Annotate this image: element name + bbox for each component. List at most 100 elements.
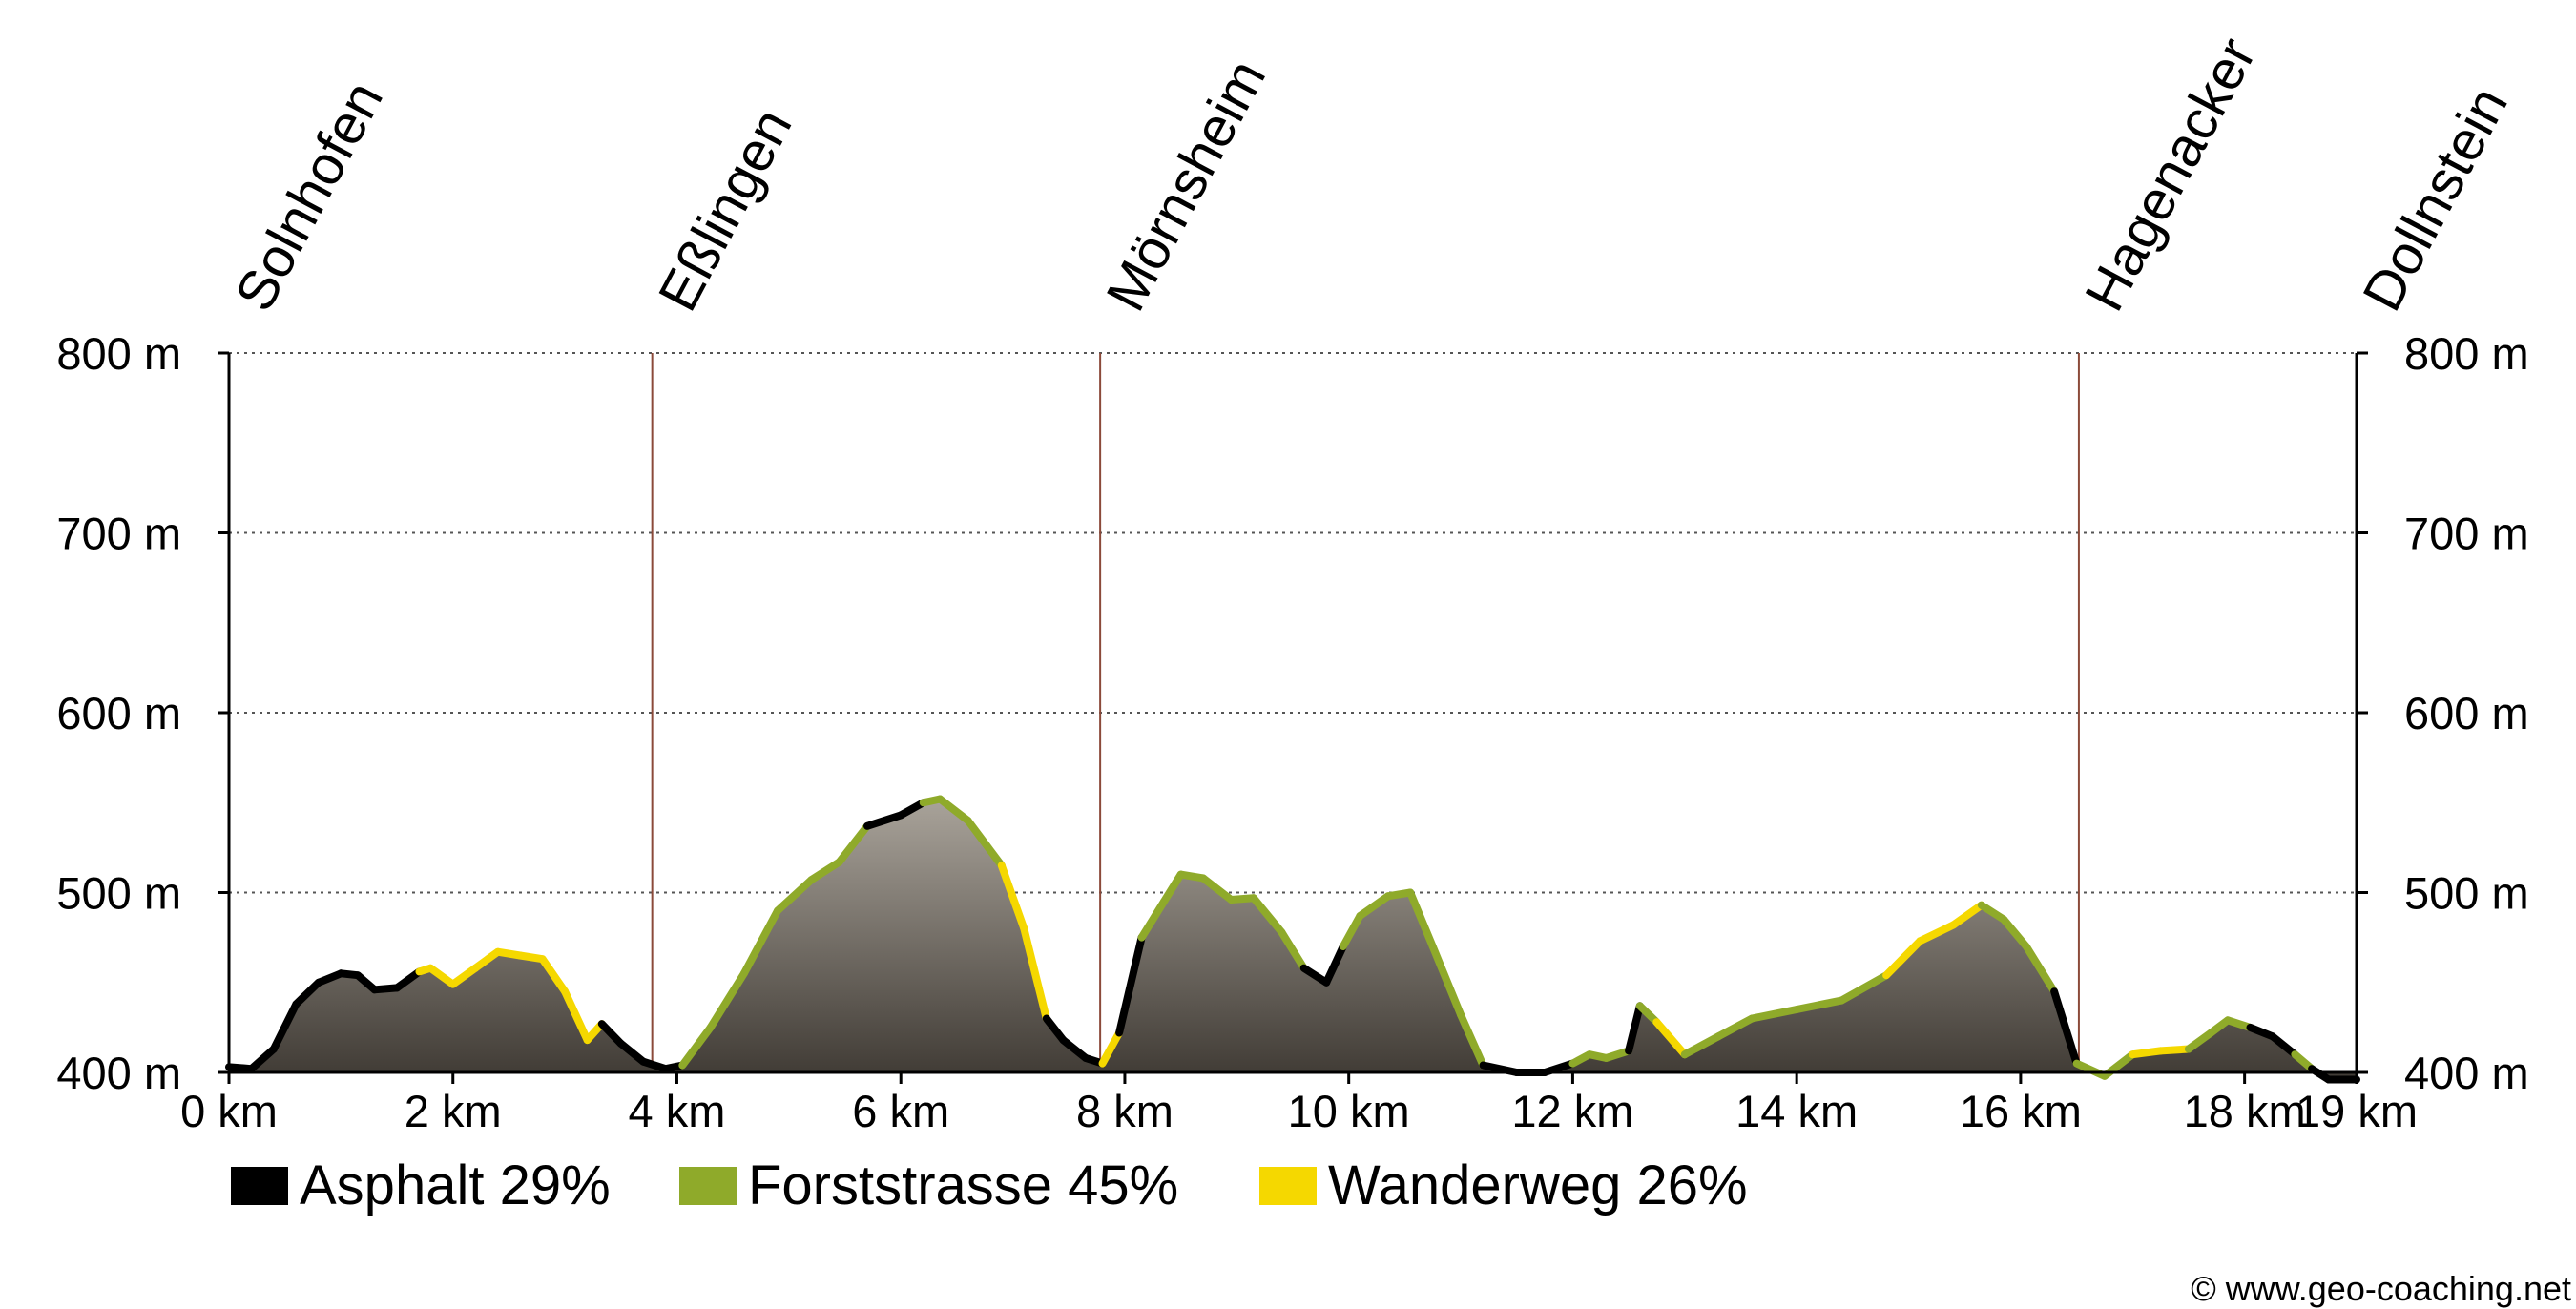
legend-swatch-asphalt — [231, 1167, 288, 1205]
profile-segment-76 — [2072, 1059, 2109, 1080]
profile-segment-48 — [1322, 943, 1347, 987]
x-tick-label-9: 18 km — [2184, 1086, 2306, 1136]
profile-segment-82 — [2224, 1016, 2254, 1031]
profile-segment-8 — [393, 967, 424, 992]
profile-segment-36 — [1059, 1036, 1090, 1062]
y-tick-label-left-0: 400 m — [56, 1048, 181, 1098]
x-tick-label-0: 0 km — [180, 1086, 278, 1136]
y-tick-label-right-0: 400 m — [2404, 1048, 2529, 1098]
profile-segment-33 — [997, 862, 1028, 933]
y-tick-label-right-2: 600 m — [2404, 688, 2529, 738]
x-tick-label-2: 4 km — [629, 1086, 726, 1136]
profile-segment-78 — [2129, 1047, 2165, 1059]
profile-segment-79 — [2156, 1045, 2192, 1055]
profile-segment-40 — [1137, 897, 1168, 942]
profile-segment-57 — [1541, 1059, 1577, 1076]
y-tick-label-right-4: 800 m — [2404, 328, 2529, 379]
profile-segment-43 — [1199, 874, 1236, 904]
profile-segment-18 — [597, 1020, 625, 1048]
profile-segment-73 — [2000, 915, 2030, 950]
profile-segment-26 — [807, 858, 843, 884]
profile-segment-66 — [1748, 1006, 1801, 1023]
profile-segment-23 — [706, 969, 748, 1031]
profile-segment-11 — [448, 964, 480, 988]
profile-segment-80 — [2184, 1028, 2215, 1053]
profile-segment-84 — [2269, 1032, 2299, 1059]
place-label-2: Mörnsheim — [1094, 50, 1278, 321]
x-tick-label-5: 10 km — [1288, 1086, 1410, 1136]
profile-segment-75 — [2050, 987, 2081, 1068]
profile-segment-64 — [1680, 1032, 1722, 1059]
profile-segment-24 — [739, 906, 782, 978]
place-label-4: Dollnstein — [2351, 77, 2520, 321]
profile-segment-1 — [247, 1045, 278, 1073]
profile-segment-34 — [1020, 925, 1050, 1023]
place-label-0: Solnhofen — [223, 72, 395, 321]
profile-segment-72 — [1977, 901, 2008, 924]
profile-segment-31 — [936, 795, 972, 825]
profile-segment-4 — [314, 969, 345, 987]
x-tick-label-10: 19 km — [2296, 1086, 2418, 1136]
y-tick-label-left-1: 500 m — [56, 868, 181, 919]
profile-segment-61 — [1625, 1002, 1644, 1055]
profile-segment-54 — [1457, 1010, 1487, 1070]
profile-segment-70 — [1916, 921, 1958, 945]
profile-segment-83 — [2246, 1023, 2276, 1041]
x-tick-label-4: 8 km — [1076, 1086, 1174, 1136]
profile-segment-41 — [1160, 870, 1185, 905]
profile-segment-12 — [471, 947, 502, 972]
elevation-area — [229, 799, 2357, 1080]
copyright-notice: © www.geo-coaching.net — [2191, 1269, 2571, 1308]
legend-swatch-wanderweg — [1259, 1167, 1317, 1205]
profile-segment-3 — [292, 978, 322, 1008]
profile-segment-60 — [1602, 1047, 1633, 1062]
profile-segment-50 — [1356, 892, 1392, 920]
profile-segment-47 — [1299, 964, 1331, 987]
y-tick-label-left-4: 800 m — [56, 328, 181, 379]
profile-segment-10 — [426, 964, 457, 988]
profile-segment-74 — [2022, 943, 2059, 996]
x-tick-label-3: 6 km — [852, 1086, 949, 1136]
profile-segment-53 — [1428, 943, 1465, 1019]
profile-segment-49 — [1339, 912, 1364, 950]
axis-layer — [218, 351, 2368, 1084]
x-tick-label-7: 14 km — [1735, 1086, 1858, 1136]
profile-segment-45 — [1249, 894, 1286, 936]
profile-segment-46 — [1278, 928, 1308, 972]
place-labels: Solnhofen Eßlingen Mörnsheim Hagenacker Doll… — [223, 28, 2520, 321]
y-axis-right-labels: 400 m 500 m 600 m 700 m 800 m — [2404, 328, 2529, 1098]
profile-segment-52 — [1406, 888, 1437, 950]
y-tick-label-left-2: 600 m — [56, 688, 181, 738]
profile-segment-29 — [897, 799, 927, 820]
profile-segment-63 — [1652, 1018, 1689, 1059]
profile-segment-2 — [269, 1000, 301, 1053]
x-axis-labels: 0 km 2 km 4 km 6 km 8 km 10 km 12 km 14 km 16 km… — [180, 1086, 2418, 1136]
y-axis-left-labels: 400 m 500 m 600 m 700 m 800 m — [56, 328, 181, 1098]
y-tick-label-right-3: 700 m — [2404, 509, 2529, 559]
profile-segment-16 — [561, 987, 592, 1045]
profile-segment-68 — [1838, 971, 1891, 1005]
legend-swatch-forststrasse — [679, 1167, 737, 1205]
profile-segment-22 — [678, 1023, 715, 1070]
profile-segment-28 — [863, 811, 905, 830]
x-tick-label-6: 12 km — [1511, 1086, 1633, 1136]
profile-segment-67 — [1793, 996, 1846, 1013]
x-tick-label-1: 2 km — [405, 1086, 502, 1136]
y-tick-label-right-1: 500 m — [2404, 868, 2529, 919]
profile-segment-27 — [835, 821, 871, 866]
place-label-3: Hagenacker — [2073, 28, 2268, 321]
legend: Asphalt 29% Forststrasse 45% Wanderweg 26% — [231, 1154, 1748, 1216]
profile-segment-19 — [616, 1039, 648, 1066]
profile-segment-62 — [1635, 1002, 1661, 1027]
profile-segment-38 — [1098, 1028, 1124, 1068]
place-lines-layer — [651, 353, 2080, 1072]
profile-segment-32 — [964, 817, 1006, 870]
profile-segment-25 — [774, 876, 816, 915]
profile-segment-69 — [1882, 937, 1924, 980]
place-label-1: Eßlingen — [647, 98, 804, 321]
legend-label-asphalt: Asphalt 29% — [300, 1154, 611, 1216]
surface-line-layer — [225, 795, 2360, 1084]
x-tick-label-8: 16 km — [1960, 1086, 2082, 1136]
legend-label-wanderweg: Wanderweg 26% — [1328, 1154, 1748, 1216]
